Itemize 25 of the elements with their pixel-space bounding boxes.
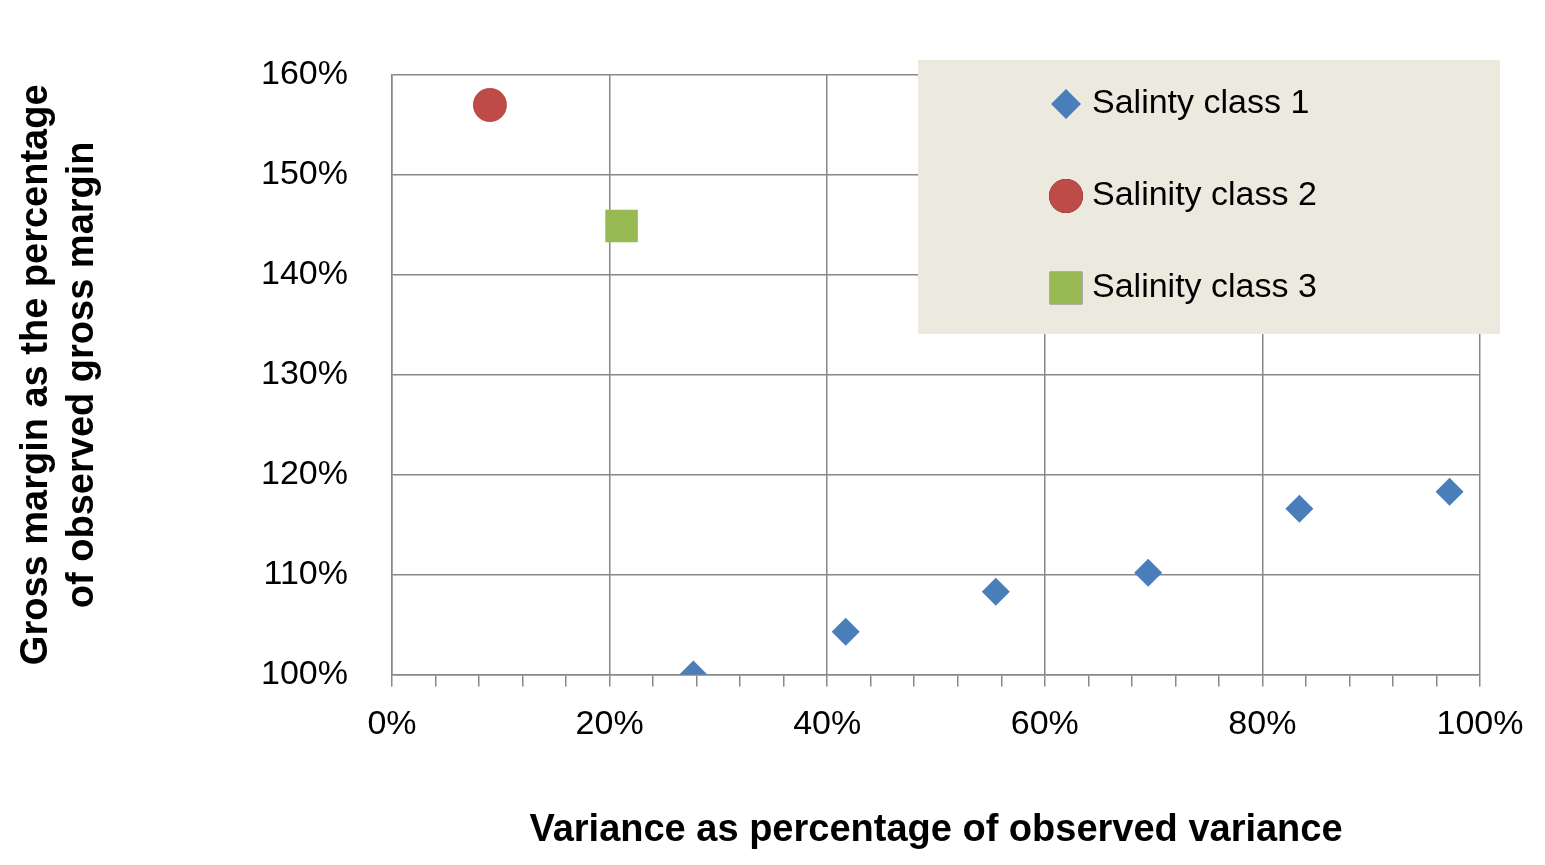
x-tick-label: 100%	[1436, 703, 1524, 742]
y-tick-label: 100%	[261, 652, 348, 691]
point	[981, 577, 1010, 606]
point	[1435, 477, 1464, 506]
legend-label: Salinity class 3	[1092, 266, 1317, 305]
y-tick-label: 160%	[261, 53, 348, 92]
y-tick-label: 110%	[263, 553, 348, 592]
x-tick-label: 60%	[1010, 703, 1079, 742]
x-tick-label: 80%	[1228, 703, 1297, 742]
y-tick-label: 120%	[261, 453, 348, 492]
legend-label: Salinity class 2	[1092, 174, 1317, 213]
y-axis-title: Gross margin as the percentage of observed gross margin	[13, 84, 101, 666]
point	[605, 209, 638, 243]
x-tick-label: 20%	[575, 703, 644, 742]
point	[1134, 558, 1163, 587]
y-tick-label: 150%	[261, 153, 348, 192]
point	[831, 617, 860, 646]
point	[472, 87, 507, 122]
x-tick-label: 40%	[793, 703, 862, 742]
legend-label: Salinty class 1	[1092, 82, 1310, 121]
y-tick-label: 140%	[261, 253, 348, 292]
x-tick-label: 0%	[367, 703, 417, 742]
y-tick-label: 130%	[261, 353, 348, 392]
x-axis-title: Variance as percentage of observed variance	[529, 806, 1343, 849]
point	[1285, 494, 1314, 523]
